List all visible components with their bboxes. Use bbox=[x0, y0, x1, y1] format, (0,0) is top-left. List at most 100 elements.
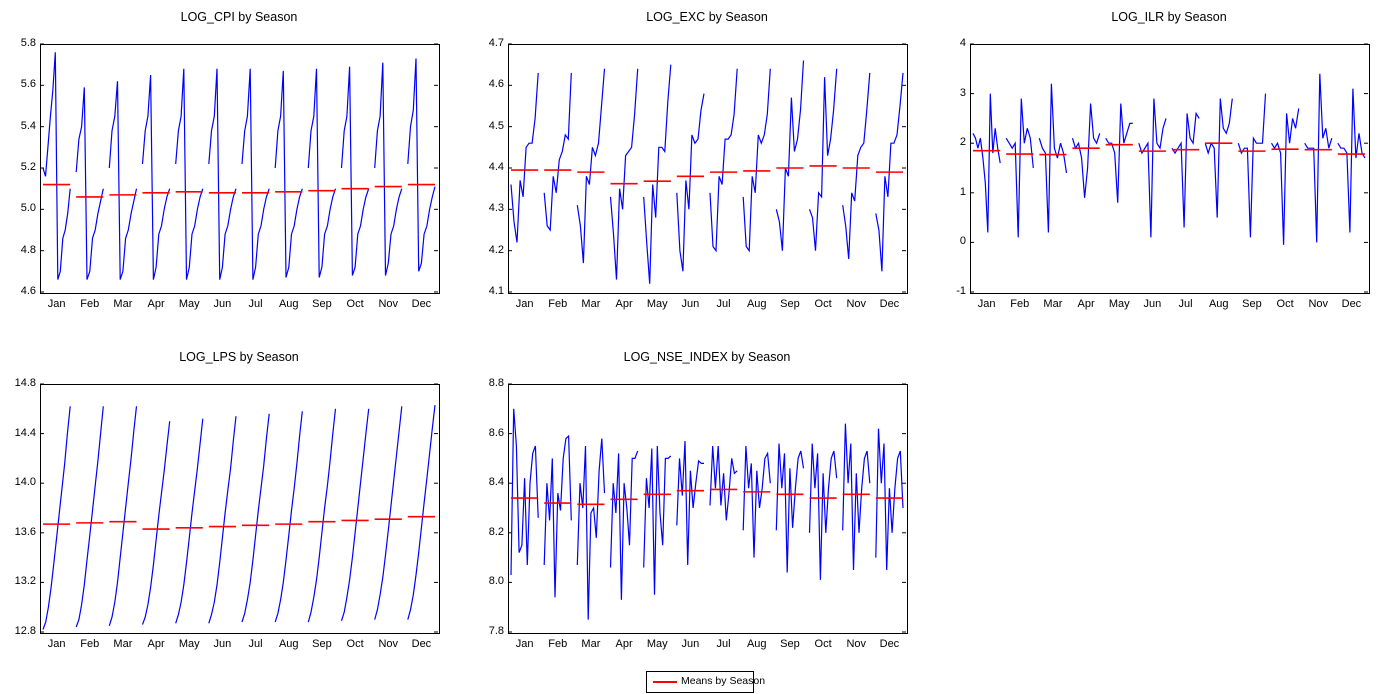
plot-svg bbox=[508, 43, 906, 293]
season-series-line bbox=[42, 52, 71, 280]
x-tick-label: Nov bbox=[378, 298, 399, 310]
season-series-line bbox=[742, 445, 771, 558]
season-series-line bbox=[609, 450, 639, 600]
y-tick-label: 8.8 bbox=[488, 377, 504, 389]
season-series-line bbox=[241, 68, 270, 280]
season-series-line bbox=[307, 408, 337, 623]
y-tick-label: 5.0 bbox=[20, 202, 36, 215]
y-tick-label: 7.8 bbox=[488, 625, 504, 637]
y-tick-label: 4.2 bbox=[488, 243, 504, 256]
x-tick-label: Jun bbox=[1143, 298, 1162, 310]
x-tick-label: Feb bbox=[80, 638, 100, 650]
y-tick-label: 12.8 bbox=[14, 625, 36, 637]
season-series-line bbox=[808, 68, 838, 251]
chart-panel: LOG_EXC by Season 4.1 4.2 4.3 4.4 4.5 4.6 4.7 Ja… bbox=[468, 10, 916, 324]
plot-svg bbox=[970, 43, 1368, 293]
season-series-line bbox=[1005, 98, 1034, 238]
season-series-line bbox=[543, 434, 572, 598]
x-tick-label: Dec bbox=[879, 638, 900, 650]
x-tick-label: Oct bbox=[814, 638, 832, 650]
y-tick-label: 4.8 bbox=[20, 243, 36, 256]
plot-area bbox=[508, 384, 908, 634]
x-tick-label: Jan bbox=[515, 298, 534, 310]
x-tick-label: Aug bbox=[1208, 298, 1229, 310]
x-tick-label: Nov bbox=[846, 638, 867, 650]
x-tick-label: Dec bbox=[1341, 298, 1362, 310]
x-tick-label: May bbox=[178, 298, 200, 310]
legend-label: Means by Season bbox=[681, 675, 766, 687]
x-tick-label: Nov bbox=[1308, 298, 1329, 310]
season-series-line bbox=[274, 411, 303, 623]
x-tick-label: Apr bbox=[147, 298, 165, 310]
season-series-line bbox=[1138, 98, 1167, 238]
chart-panel: LOG_NSE_INDEX by Season 7.8 8.0 8.2 8.4 8.6 8.… bbox=[468, 350, 916, 664]
x-tick-label: May bbox=[178, 638, 200, 650]
x-tick-label: Feb bbox=[548, 298, 568, 310]
x-tick-label: Apr bbox=[147, 638, 165, 650]
x-tick-label: Sep bbox=[312, 298, 332, 310]
y-tick-label: 3 bbox=[959, 86, 966, 99]
x-tick-label: Jan bbox=[515, 638, 534, 650]
legend-mean-swatch bbox=[653, 681, 677, 683]
season-series-line bbox=[775, 443, 805, 573]
season-series-line bbox=[1304, 73, 1333, 243]
x-tick-label: Nov bbox=[846, 298, 867, 310]
y-tick-label: 4 bbox=[959, 37, 966, 49]
chart-title: LOG_CPI by Season bbox=[180, 10, 298, 24]
season-series-line bbox=[842, 423, 871, 571]
x-tick-label: May bbox=[646, 638, 668, 650]
season-series-line bbox=[808, 443, 838, 580]
season-series-line bbox=[340, 66, 370, 276]
plot-area bbox=[40, 44, 440, 294]
x-tick-label: Jul bbox=[248, 298, 263, 310]
x-tick-label: May bbox=[1108, 298, 1130, 310]
x-tick-label: Jan bbox=[47, 298, 66, 310]
season-series-line bbox=[374, 406, 403, 620]
y-tick-label: 13.2 bbox=[14, 575, 36, 588]
y-tick-label: 5.2 bbox=[20, 161, 36, 173]
season-series-line bbox=[1171, 111, 1200, 228]
season-series-line bbox=[340, 408, 370, 621]
x-tick-label: Mar bbox=[113, 298, 133, 310]
x-tick-label: Jul bbox=[1178, 298, 1193, 310]
season-series-line bbox=[175, 418, 204, 624]
season-series-line bbox=[42, 406, 71, 630]
x-tick-label: Sep bbox=[312, 638, 332, 650]
x-tick-label: Oct bbox=[1276, 298, 1294, 310]
season-series-line bbox=[1071, 103, 1101, 198]
y-tick-label: 2 bbox=[959, 136, 966, 149]
season-series-line bbox=[175, 68, 204, 280]
x-tick-label: Feb bbox=[548, 638, 568, 650]
y-tick-label: 14.8 bbox=[14, 377, 36, 389]
plot-svg bbox=[40, 43, 438, 293]
x-tick-label: Dec bbox=[411, 298, 432, 310]
y-tick-label: 5.6 bbox=[20, 78, 36, 91]
season-series-line bbox=[609, 68, 639, 280]
x-tick-label: Dec bbox=[411, 638, 432, 650]
x-tick-label: Sep bbox=[1242, 298, 1262, 310]
plot-area bbox=[508, 44, 908, 294]
x-tick-label: Apr bbox=[615, 638, 633, 650]
y-tick-label: 0 bbox=[959, 235, 966, 248]
chart-title: LOG_ILR by Season bbox=[1111, 10, 1227, 24]
x-tick-label: Jun bbox=[681, 298, 700, 310]
plot-svg bbox=[508, 383, 906, 633]
season-series-line bbox=[1237, 93, 1267, 238]
x-tick-label: Jan bbox=[977, 298, 996, 310]
y-tick-label: 8.0 bbox=[488, 575, 504, 588]
season-series-line bbox=[141, 421, 171, 625]
season-series-line bbox=[75, 87, 104, 280]
season-series-line bbox=[1105, 103, 1133, 203]
x-tick-label: Jul bbox=[716, 638, 731, 650]
y-tick-label: -1 bbox=[956, 285, 966, 297]
season-series-line bbox=[274, 70, 303, 278]
season-series-line bbox=[576, 438, 606, 620]
y-tick-label: 4.4 bbox=[488, 161, 504, 173]
season-series-line bbox=[1204, 98, 1233, 218]
season-series-line bbox=[108, 81, 138, 280]
y-tick-label: 1 bbox=[959, 185, 966, 198]
season-series-line bbox=[241, 413, 270, 623]
x-tick-label: Jun bbox=[213, 298, 232, 310]
y-tick-label: 5.8 bbox=[20, 37, 36, 49]
y-tick-label: 14.0 bbox=[14, 476, 36, 489]
